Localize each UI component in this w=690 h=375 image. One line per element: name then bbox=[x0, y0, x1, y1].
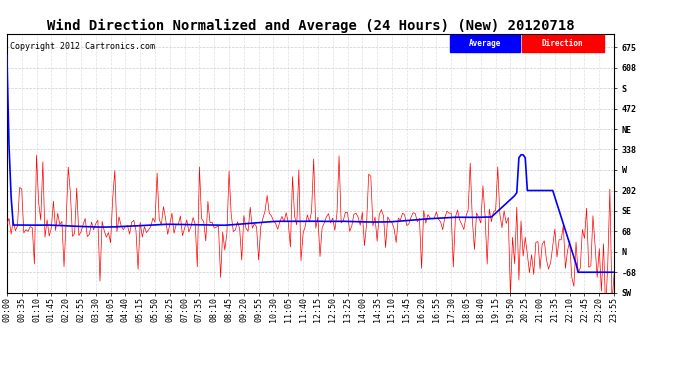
Title: Wind Direction Normalized and Average (24 Hours) (New) 20120718: Wind Direction Normalized and Average (2… bbox=[47, 18, 574, 33]
FancyBboxPatch shape bbox=[450, 35, 520, 52]
Text: Direction: Direction bbox=[542, 39, 584, 48]
Text: Average: Average bbox=[469, 39, 501, 48]
Text: Copyright 2012 Cartronics.com: Copyright 2012 Cartronics.com bbox=[10, 42, 155, 51]
FancyBboxPatch shape bbox=[522, 35, 604, 52]
